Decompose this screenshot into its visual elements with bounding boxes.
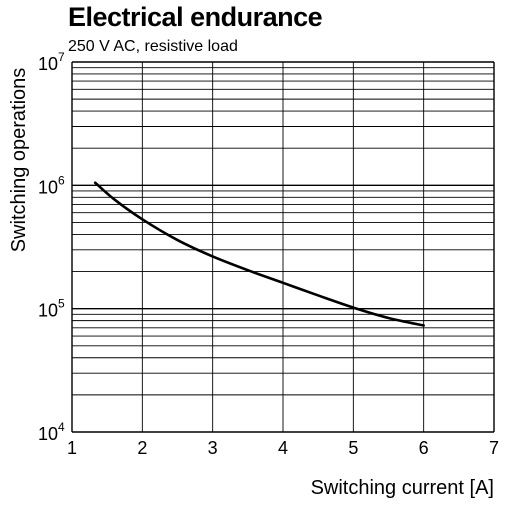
y-tick-label: 105 xyxy=(38,297,65,321)
y-tick-label: 106 xyxy=(38,173,65,197)
x-tick-label: 4 xyxy=(278,438,288,458)
y-axis-label: Switching operations xyxy=(8,68,30,253)
chart-title: Electrical endurance xyxy=(68,2,323,32)
tick-labels: 1 2 3 4 5 6 7 104 105 106 107 xyxy=(38,50,499,458)
series-layer xyxy=(93,181,425,327)
x-tick-label: 6 xyxy=(419,438,429,458)
x-tick-label: 5 xyxy=(348,438,358,458)
series-line xyxy=(93,181,425,327)
x-tick-label: 3 xyxy=(208,438,218,458)
chart-subtitle: 250 V AC, resistive load xyxy=(68,38,238,55)
grid xyxy=(71,61,495,433)
x-tick-label: 1 xyxy=(67,438,77,458)
y-tick-label: 107 xyxy=(38,50,65,74)
x-tick-label: 7 xyxy=(489,438,499,458)
x-tick-label: 2 xyxy=(137,438,147,458)
x-axis-label: Switching current [A] xyxy=(311,477,494,499)
y-tick-label: 104 xyxy=(38,420,65,444)
